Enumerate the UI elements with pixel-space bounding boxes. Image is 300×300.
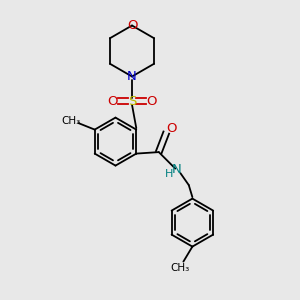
Text: O: O — [167, 122, 177, 136]
Text: CH₃: CH₃ — [171, 263, 190, 273]
Text: CH₃: CH₃ — [61, 116, 80, 126]
Text: O: O — [146, 94, 157, 108]
Text: N: N — [127, 70, 137, 83]
Text: H: H — [164, 169, 173, 179]
Text: O: O — [127, 19, 137, 32]
Text: S: S — [128, 94, 136, 108]
Text: N: N — [171, 163, 181, 176]
Text: O: O — [107, 94, 118, 108]
